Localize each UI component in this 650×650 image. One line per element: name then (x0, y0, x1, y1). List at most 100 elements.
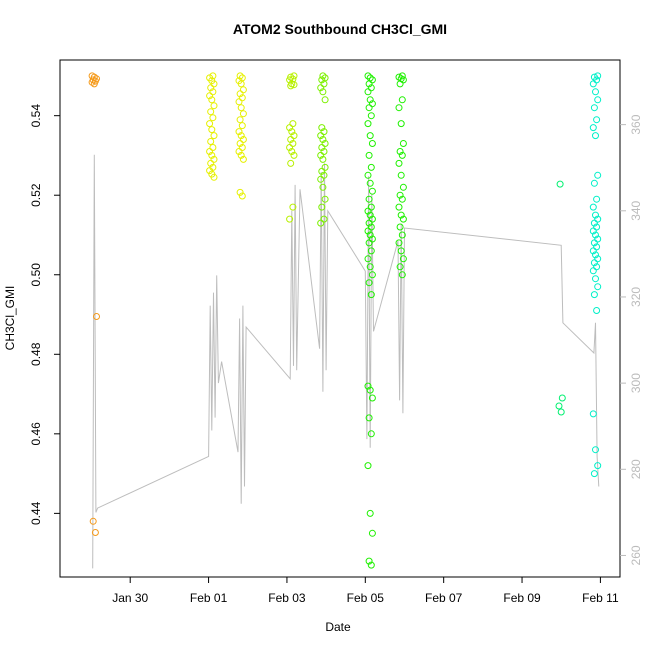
data-point (91, 529, 99, 536)
data-point (290, 151, 298, 159)
x-tick-label: Jan 30 (112, 591, 148, 605)
data-point (239, 155, 247, 163)
data-point (592, 211, 599, 219)
data-point (365, 414, 373, 422)
data-point (317, 175, 325, 183)
data-point (207, 159, 215, 167)
x-axis: Jan 30 Feb 01 Feb 03 Feb 05 Feb 07 Feb 09 Feb … (112, 577, 619, 605)
data-point (398, 151, 406, 159)
data-point (397, 171, 405, 179)
data-point (367, 561, 375, 569)
data-point (238, 122, 246, 130)
data-point (206, 148, 214, 155)
data-point (364, 382, 372, 390)
data-point (589, 80, 597, 88)
y-tick-label: 0.50 (29, 263, 43, 287)
data-point (365, 195, 373, 203)
line-layer (92, 154, 600, 569)
y2-tick-label: 320 (629, 287, 643, 307)
data-point (288, 148, 296, 155)
data-point (365, 104, 373, 112)
data-point (594, 96, 602, 104)
data-point (206, 120, 214, 128)
data-point (557, 408, 565, 416)
data-point (288, 128, 296, 136)
data-point (236, 140, 244, 147)
data-point (208, 96, 216, 104)
data-point (89, 517, 97, 525)
data-point (396, 223, 404, 231)
data-point (206, 167, 214, 175)
data-point (319, 183, 327, 191)
data-point (206, 92, 214, 100)
point-group (317, 72, 329, 227)
data-point (366, 132, 374, 140)
y2-tick-label: 360 (629, 114, 643, 134)
data-point (368, 187, 376, 195)
data-point (366, 211, 374, 219)
data-point (207, 108, 215, 116)
data-point (593, 307, 601, 314)
data-point (395, 203, 403, 211)
data-point (593, 116, 601, 124)
point-group (555, 180, 566, 416)
data-point (397, 120, 405, 128)
data-point (235, 98, 243, 106)
data-point (594, 72, 602, 80)
data-point (590, 179, 598, 187)
data-point (367, 163, 375, 171)
x-tick-label: Feb 03 (268, 591, 306, 605)
data-point (290, 72, 298, 80)
data-point (366, 96, 374, 104)
data-point (589, 124, 597, 132)
data-point (317, 151, 325, 159)
data-point (210, 132, 218, 140)
data-point (366, 509, 374, 517)
data-point (364, 207, 372, 215)
data-point (396, 191, 404, 199)
point-group (235, 72, 247, 200)
data-point (366, 263, 374, 271)
data-point (399, 183, 407, 191)
data-point (365, 151, 373, 159)
data-point (318, 144, 326, 151)
data-point (287, 136, 295, 143)
data-point (210, 173, 218, 181)
y2-tick-label: 260 (629, 545, 643, 565)
data-point (589, 227, 597, 235)
data-point (592, 251, 599, 259)
y-tick-label: 0.54 (29, 104, 43, 128)
data-point (90, 80, 98, 88)
data-point (589, 267, 597, 275)
data-point (367, 247, 375, 255)
data-point (286, 124, 294, 132)
data-point (398, 271, 406, 279)
y-tick-label: 0.46 (29, 422, 43, 446)
x-tick-label: Feb 11 (582, 591, 619, 605)
data-point (365, 279, 373, 287)
data-point (286, 144, 294, 151)
data-point (368, 529, 376, 537)
data-point (319, 88, 327, 96)
data-point (318, 76, 326, 84)
data-point (368, 271, 376, 279)
data-point (365, 219, 373, 227)
data-point (237, 80, 245, 88)
data-point (364, 171, 372, 179)
data-point (286, 215, 294, 223)
data-point (317, 132, 325, 140)
data-point (319, 72, 327, 80)
chart-title: ATOM2 Southbound CH3Cl_GMI (233, 21, 447, 37)
y2-tick-label: 300 (629, 373, 643, 393)
data-point (590, 470, 598, 478)
data-point (319, 136, 327, 143)
point-group (589, 72, 602, 478)
data-point (237, 151, 245, 159)
data-point (364, 462, 372, 470)
data-point (398, 96, 406, 104)
y-tick-label: 0.52 (29, 183, 43, 207)
y-tick-label: 0.44 (29, 501, 43, 525)
data-point (210, 102, 218, 110)
